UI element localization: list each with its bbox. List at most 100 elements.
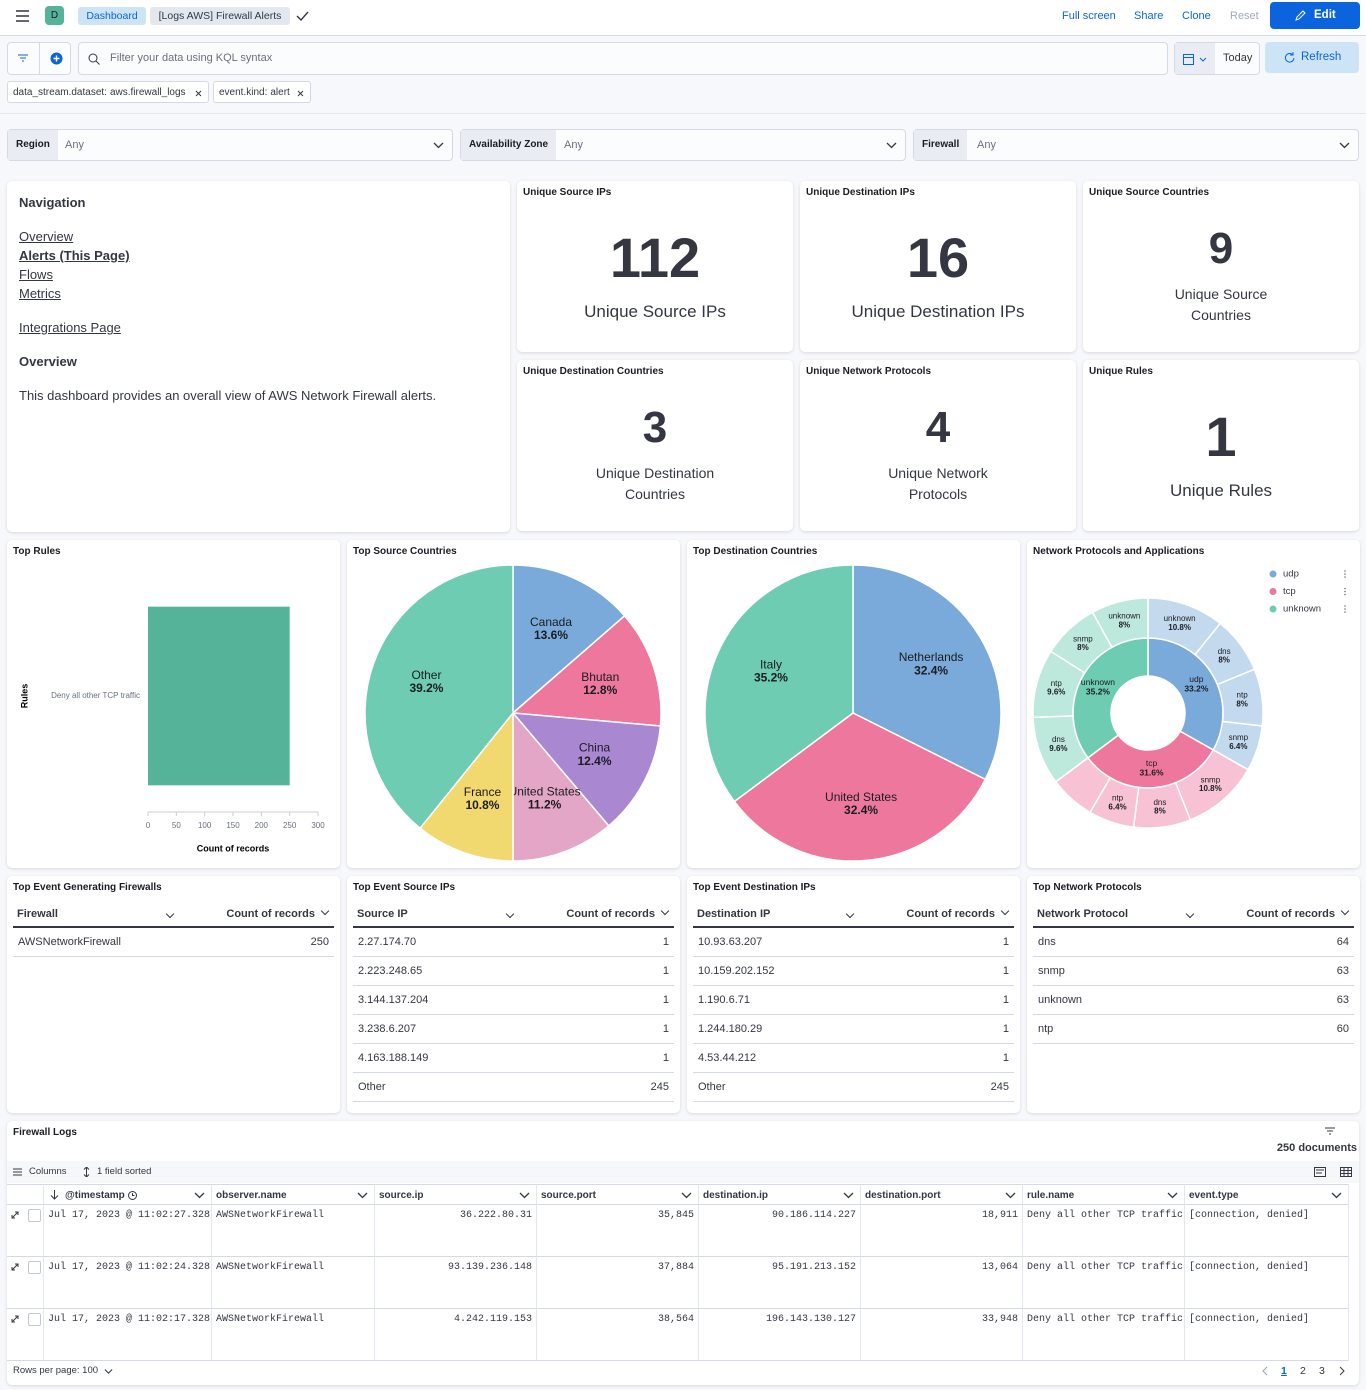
grid-column-header[interactable]: event.type xyxy=(1185,1184,1349,1205)
expand-icon[interactable] xyxy=(11,1211,19,1219)
menu-icon[interactable] xyxy=(15,9,30,23)
table-cell: dns xyxy=(1038,936,1056,948)
header-action[interactable]: Share xyxy=(1134,10,1164,22)
add-filter-icon xyxy=(50,52,63,65)
grid-cell: [connection, denied] xyxy=(1185,1309,1349,1361)
columns-icon xyxy=(13,1168,22,1176)
header-action[interactable]: Clone xyxy=(1182,10,1211,22)
refresh-button[interactable]: Refresh xyxy=(1265,42,1359,73)
panel-title: Unique Destination Countries xyxy=(523,366,664,377)
column-header[interactable]: Count of records xyxy=(226,906,330,920)
slice-value: 33.2% xyxy=(1184,684,1209,694)
metric-value: 16 xyxy=(906,225,970,289)
metric-panel: Unique Destination Countries 3 Unique Dest… xyxy=(517,360,793,531)
row-checkbox[interactable] xyxy=(28,1313,41,1326)
avatar[interactable]: D xyxy=(45,6,64,25)
pie-slice xyxy=(852,564,1002,781)
expand-icon[interactable] xyxy=(11,1263,19,1271)
table-row: 2.223.248.65 1 xyxy=(353,957,674,986)
chevron-path xyxy=(843,1192,854,1199)
row-checkbox[interactable] xyxy=(28,1209,41,1222)
remove-filter-icon[interactable] xyxy=(195,90,202,97)
slice-value: 31.6% xyxy=(1139,768,1164,778)
slice-value: 13.6% xyxy=(534,628,568,642)
legend-label[interactable]: tcp xyxy=(1283,586,1296,597)
column-header[interactable]: Firewall xyxy=(17,908,175,920)
table-header: Firewall Count of records xyxy=(13,904,334,928)
remove-filter-icon[interactable] xyxy=(297,90,304,97)
grid-column-header[interactable]: @timestamp xyxy=(44,1184,212,1205)
x-axis-label: Count of records xyxy=(197,843,270,853)
sort-button[interactable]: 1 field sorted xyxy=(97,1166,152,1177)
control[interactable]: Availability Zone Any xyxy=(460,129,906,161)
filter-pill[interactable]: data_stream.dataset: aws.firewall_logs xyxy=(7,81,209,103)
outer-label: ntp 9.6% xyxy=(1047,679,1065,697)
grid-column-name: rule.name xyxy=(1027,1190,1075,1201)
grid-column-header[interactable]: observer.name xyxy=(212,1184,375,1205)
control[interactable]: Firewall Any xyxy=(913,129,1359,161)
metric-body: 16 Unique Destination IPs xyxy=(800,199,1076,352)
table-panel: Top Event Source IPs Source IP Count of re… xyxy=(347,876,680,1113)
nav-link[interactable]: Overview xyxy=(19,229,74,244)
prev-page[interactable] xyxy=(1261,1366,1268,1376)
column-header[interactable]: Count of records xyxy=(1246,906,1350,920)
slice-name: ntp xyxy=(1051,679,1063,688)
nav-link[interactable]: Alerts (This Page) xyxy=(19,248,130,263)
grid-cell: Jul 17, 2023 @ 11:02:24.328 xyxy=(44,1257,212,1309)
grid-column-header[interactable]: destination.port xyxy=(861,1184,1023,1205)
page-link[interactable]: 2 xyxy=(1300,1365,1306,1377)
grid-column-header[interactable]: source.port xyxy=(537,1184,699,1205)
grid-view-icon[interactable] xyxy=(1340,1167,1352,1177)
save-check-icon[interactable] xyxy=(296,10,309,22)
column-header[interactable]: Count of records xyxy=(566,906,670,920)
page-link[interactable]: 3 xyxy=(1319,1365,1325,1377)
table-panel: Top Event Destination IPs Destination IP C… xyxy=(687,876,1020,1113)
header-action[interactable]: Full screen xyxy=(1062,10,1116,22)
grid-cell: AWSNetworkFirewall xyxy=(212,1205,375,1257)
integrations-link[interactable]: Integrations Page xyxy=(19,320,121,335)
next-page[interactable] xyxy=(1339,1366,1346,1376)
date-picker[interactable]: Today xyxy=(1174,42,1260,75)
pencil-icon xyxy=(1295,10,1306,21)
slice-value: 12.4% xyxy=(577,754,611,768)
legend-label[interactable]: unknown xyxy=(1283,604,1321,615)
chart: 0 50 100 150 200 250 300 Deny all other TCP tra… xyxy=(19,606,325,853)
slice-value: 10.8% xyxy=(465,798,499,812)
slice-value: 8% xyxy=(1119,620,1131,629)
column-header[interactable]: Source IP xyxy=(357,908,515,920)
control[interactable]: Region Any xyxy=(7,129,453,161)
legend-label[interactable]: udp xyxy=(1283,569,1299,580)
column-header[interactable]: Count of records xyxy=(906,906,1010,920)
row-checkbox[interactable] xyxy=(28,1261,41,1274)
filter-button[interactable] xyxy=(7,42,71,75)
edit-button[interactable]: Edit xyxy=(1270,2,1360,29)
slice-name: Canada xyxy=(530,615,572,629)
breadcrumb[interactable]: [Logs AWS] Firewall Alerts xyxy=(150,7,290,25)
grid-column-header[interactable]: destination.ip xyxy=(699,1184,861,1205)
columns-button[interactable]: Columns xyxy=(29,1166,67,1177)
filter-pill[interactable]: event.kind: alert xyxy=(213,81,311,103)
calendar-button[interactable] xyxy=(1175,43,1215,74)
slice-label: United States 11.2% xyxy=(509,785,581,812)
slice-name: ntp xyxy=(1112,794,1124,803)
nav-link[interactable]: Metrics xyxy=(19,286,61,301)
metric-label: Unique Destination Countries xyxy=(595,464,715,502)
breadcrumb[interactable]: Dashboard xyxy=(78,7,146,25)
header-action[interactable]: Reset xyxy=(1230,10,1259,22)
page-link[interactable]: 1 xyxy=(1281,1365,1287,1377)
table-header: Network Protocol Count of records xyxy=(1033,904,1354,928)
metric-value: 1 xyxy=(1205,404,1237,468)
nav-link[interactable]: Flows xyxy=(19,267,53,282)
grid-toolbar: Columns 1 field sorted xyxy=(7,1161,1359,1183)
table-cell: 3.144.137.204 xyxy=(358,994,429,1006)
metric-label: Unique Source Countries xyxy=(1174,285,1268,323)
query-input[interactable]: Filter your data using KQL syntax xyxy=(78,42,1168,75)
expand-icon[interactable] xyxy=(11,1315,19,1323)
table-cell: 10.93.63.207 xyxy=(698,936,763,948)
grid-column-header[interactable]: rule.name xyxy=(1023,1184,1185,1205)
grid-column-header[interactable]: source.ip xyxy=(375,1184,537,1205)
column-header[interactable]: Destination IP xyxy=(697,908,855,920)
column-header[interactable]: Network Protocol xyxy=(1037,908,1195,920)
grid-view-icon[interactable] xyxy=(1314,1167,1326,1177)
rows-per-page[interactable]: Rows per page: 100 xyxy=(13,1365,99,1376)
